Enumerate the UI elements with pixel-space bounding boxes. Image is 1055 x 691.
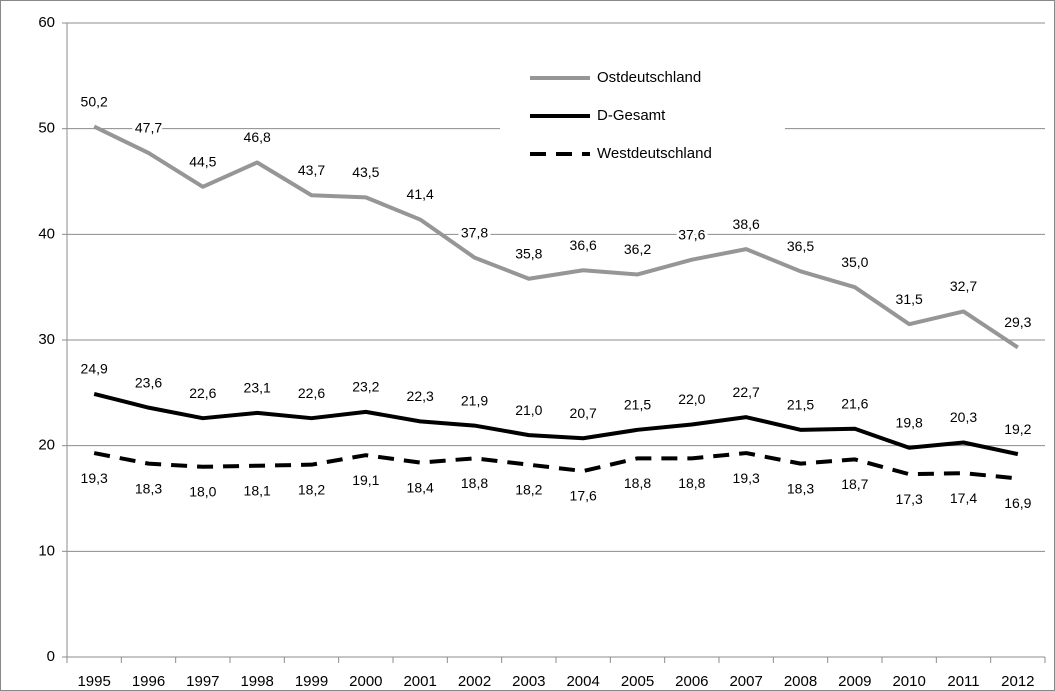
- data-label: 20,7: [570, 405, 597, 421]
- data-label: 19,8: [896, 414, 923, 430]
- data-label: 43,5: [352, 164, 379, 180]
- data-label: 32,7: [950, 278, 977, 294]
- data-label: 22,6: [298, 385, 325, 401]
- data-label: 18,3: [787, 480, 814, 496]
- x-tick-label: 2012: [1001, 673, 1034, 690]
- y-tick-label: 10: [38, 542, 55, 559]
- x-tick-label: 1996: [132, 673, 165, 690]
- y-tick-label: 20: [38, 437, 55, 454]
- legend-label: D-Gesamt: [597, 107, 666, 124]
- data-label: 21,5: [624, 397, 651, 413]
- data-label: 37,8: [461, 224, 488, 240]
- data-label: 41,4: [407, 186, 434, 202]
- data-label: 18,3: [135, 480, 162, 496]
- x-tick-label: 2009: [838, 673, 871, 690]
- x-tick-label: 2008: [784, 673, 817, 690]
- data-label: 17,4: [950, 490, 977, 506]
- data-label: 17,3: [896, 491, 923, 507]
- x-tick-label: 1998: [240, 673, 273, 690]
- series-line: [93, 391, 1019, 457]
- data-label: 18,8: [678, 475, 705, 491]
- data-label: 16,9: [1004, 495, 1031, 511]
- x-tick-label: 2001: [403, 673, 436, 690]
- data-label: 24,9: [81, 361, 108, 377]
- data-label: 31,5: [896, 291, 923, 307]
- data-label: 29,3: [1004, 314, 1031, 330]
- data-label: 21,9: [461, 392, 488, 408]
- data-label: 36,6: [570, 237, 597, 253]
- data-label: 20,3: [950, 409, 977, 425]
- data-label: 18,2: [515, 481, 542, 497]
- x-tick-label: 2006: [675, 673, 708, 690]
- x-tick-label: 1997: [186, 673, 219, 690]
- data-label: 22,7: [733, 384, 760, 400]
- legend-label: Ostdeutschland: [597, 69, 701, 86]
- data-label: 19,1: [352, 472, 379, 488]
- data-label: 18,8: [624, 475, 651, 491]
- data-label: 21,5: [787, 397, 814, 413]
- data-label: 21,0: [515, 402, 542, 418]
- data-label: 19,2: [1004, 421, 1031, 437]
- data-label: 17,6: [570, 488, 597, 504]
- data-label: 47,7: [135, 120, 162, 136]
- data-label: 37,6: [678, 226, 705, 242]
- y-tick-label: 50: [38, 120, 55, 137]
- data-label: 23,1: [244, 380, 271, 396]
- data-label: 18,4: [407, 479, 434, 495]
- data-label: 23,6: [135, 374, 162, 390]
- x-tick-label: 2010: [892, 673, 925, 690]
- x-tick-label: 1999: [295, 673, 328, 690]
- x-tick-label: 2003: [512, 673, 545, 690]
- data-label: 35,8: [515, 245, 542, 261]
- y-tick-label: 60: [38, 14, 55, 31]
- x-tick-label: 2004: [566, 673, 599, 690]
- data-label: 19,3: [81, 470, 108, 486]
- data-label: 22,0: [678, 391, 705, 407]
- x-tick-label: 2005: [621, 673, 654, 690]
- data-label: 18,0: [189, 484, 216, 500]
- y-tick-label: 0: [47, 648, 55, 665]
- x-tick-label: 1995: [77, 673, 110, 690]
- data-label: 43,7: [298, 162, 325, 178]
- series-line: [93, 124, 1019, 350]
- y-tick-label: 30: [38, 331, 55, 348]
- data-label: 23,2: [352, 379, 379, 395]
- data-label: 36,5: [787, 238, 814, 254]
- data-label: 36,2: [624, 241, 651, 257]
- legend-label: Westdeutschland: [597, 145, 712, 162]
- data-label: 18,7: [841, 476, 868, 492]
- x-tick-label: 2007: [729, 673, 762, 690]
- data-label: 18,2: [298, 481, 325, 497]
- data-label: 21,6: [841, 395, 868, 411]
- data-label: 38,6: [733, 216, 760, 232]
- x-tick-label: 2000: [349, 673, 382, 690]
- y-tick-label: 40: [38, 225, 55, 242]
- data-label: 22,3: [407, 388, 434, 404]
- data-label: 18,8: [461, 475, 488, 491]
- data-label: 44,5: [189, 153, 216, 169]
- data-label: 46,8: [244, 129, 271, 145]
- data-label: 35,0: [841, 254, 868, 270]
- data-label: 22,6: [189, 385, 216, 401]
- x-tick-label: 2002: [458, 673, 491, 690]
- data-label: 50,2: [81, 93, 108, 109]
- data-label: 19,3: [733, 470, 760, 486]
- x-tick-label: 2011: [947, 673, 979, 690]
- data-label: 18,1: [244, 482, 271, 498]
